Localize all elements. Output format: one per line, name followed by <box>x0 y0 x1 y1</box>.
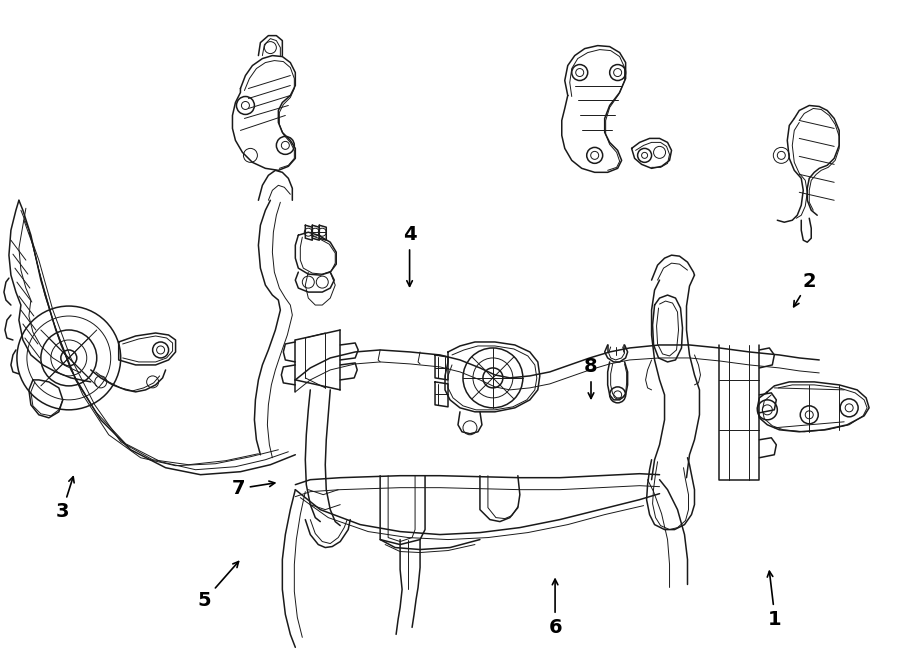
Text: 7: 7 <box>231 479 274 498</box>
Text: 6: 6 <box>548 579 562 637</box>
Text: 1: 1 <box>768 571 782 629</box>
Text: 3: 3 <box>55 477 74 522</box>
Text: 4: 4 <box>403 225 417 286</box>
Text: 8: 8 <box>584 358 598 399</box>
Text: 2: 2 <box>794 272 816 307</box>
Text: 5: 5 <box>197 562 238 611</box>
